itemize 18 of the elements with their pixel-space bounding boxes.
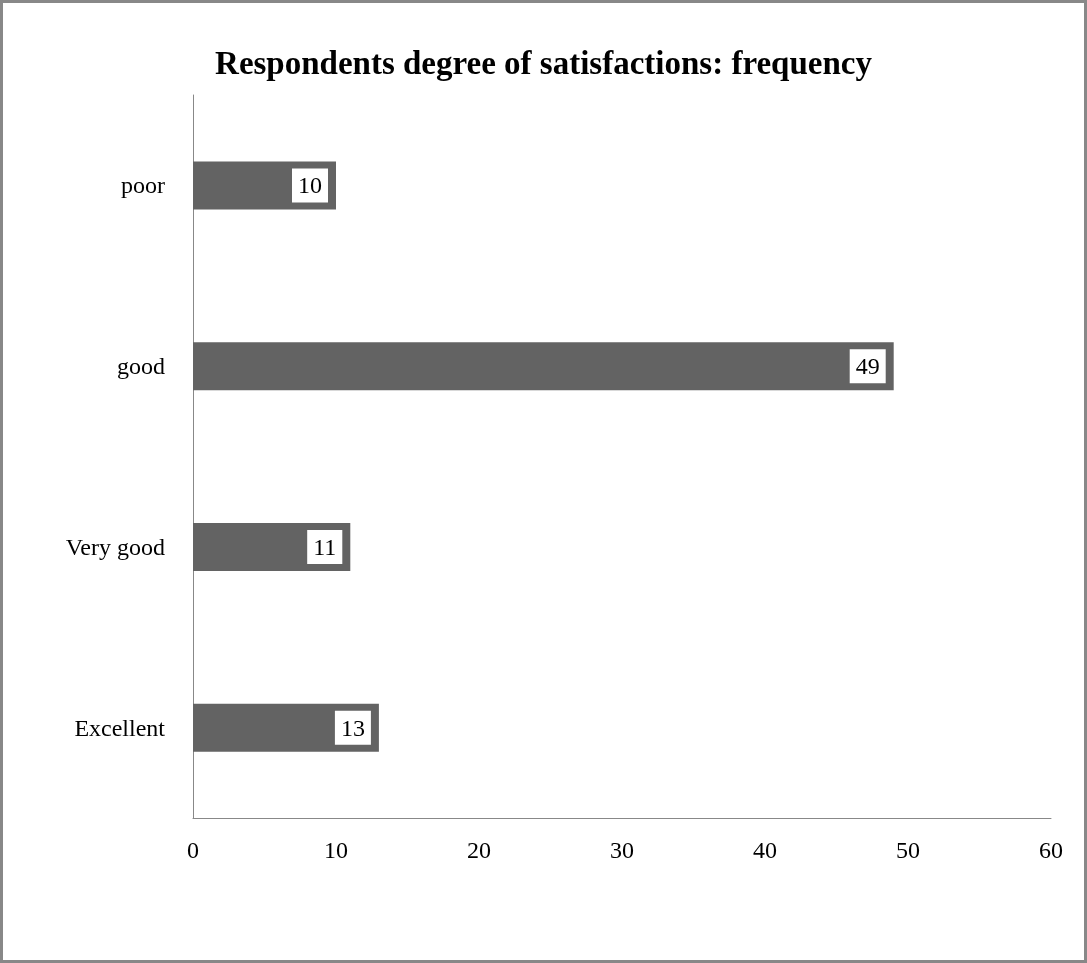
y-tick-label: Excellent bbox=[74, 714, 166, 741]
bar bbox=[193, 703, 379, 752]
x-tick-label: 0 bbox=[187, 837, 199, 863]
x-tick-label: 50 bbox=[896, 837, 920, 863]
y-tick-label: poor bbox=[121, 172, 165, 199]
data-label: 10 bbox=[298, 172, 322, 199]
data-label: 13 bbox=[340, 714, 365, 741]
x-tick-label: 10 bbox=[324, 837, 348, 863]
data-label: 11 bbox=[313, 533, 337, 560]
x-tick-label: 40 bbox=[753, 837, 777, 863]
data-label: 49 bbox=[855, 353, 880, 380]
x-tick-label: 60 bbox=[1039, 837, 1063, 863]
y-tick-label: good bbox=[117, 353, 165, 380]
chart-title: Respondents degree of satisfactions: frequency bbox=[215, 44, 873, 81]
x-tick-label: 30 bbox=[610, 837, 634, 863]
y-tick-label: Very good bbox=[65, 533, 165, 560]
x-tick-label: 20 bbox=[467, 837, 491, 863]
bar bbox=[193, 342, 894, 391]
